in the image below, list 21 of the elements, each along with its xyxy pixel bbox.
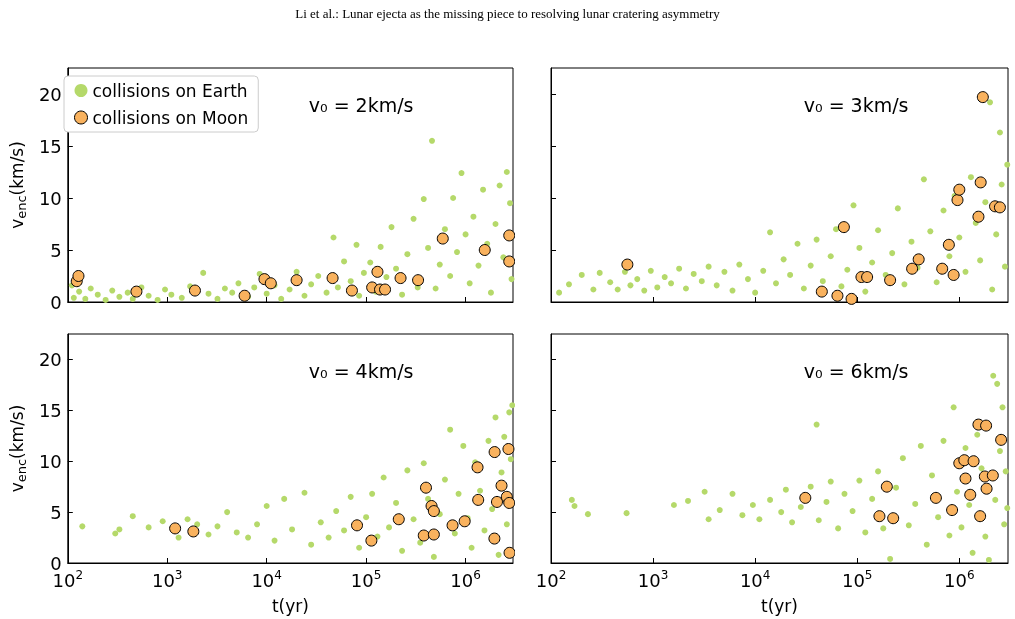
y-tick-label: 15 [38, 135, 62, 157]
annotation: v₀ = 6km/s [803, 360, 909, 383]
x-axis-title: t(yr) [271, 595, 309, 616]
y-axis-title: venc(km/s) [6, 141, 29, 229]
annotation: v₀ = 2km/s [308, 94, 414, 117]
y-axis-title: venc(km/s) [6, 404, 29, 493]
y-tick-label: 20 [38, 83, 62, 105]
annotation: v₀ = 4km/s [308, 360, 414, 383]
annotation: v₀ = 3km/s [803, 94, 909, 117]
legend-label: collisions on Earth [92, 80, 248, 101]
y-tick-label: 5 [50, 239, 62, 261]
y-tick-label: 0 [50, 291, 62, 313]
y-tick-label: 15 [38, 399, 62, 421]
legend-label: collisions on Moon [92, 107, 249, 128]
y-tick-label: 5 [50, 501, 62, 523]
y-tick-label: 0 [50, 552, 62, 574]
y-tick-label: 20 [38, 348, 62, 370]
x-axis-title: t(yr) [761, 595, 798, 616]
y-tick-label: 10 [38, 187, 62, 209]
chart-title: Li et al.: Lunar ejecta as the missing piece to resolving lunar cratering asymmetry [294, 6, 721, 22]
y-tick-label: 10 [38, 450, 62, 472]
